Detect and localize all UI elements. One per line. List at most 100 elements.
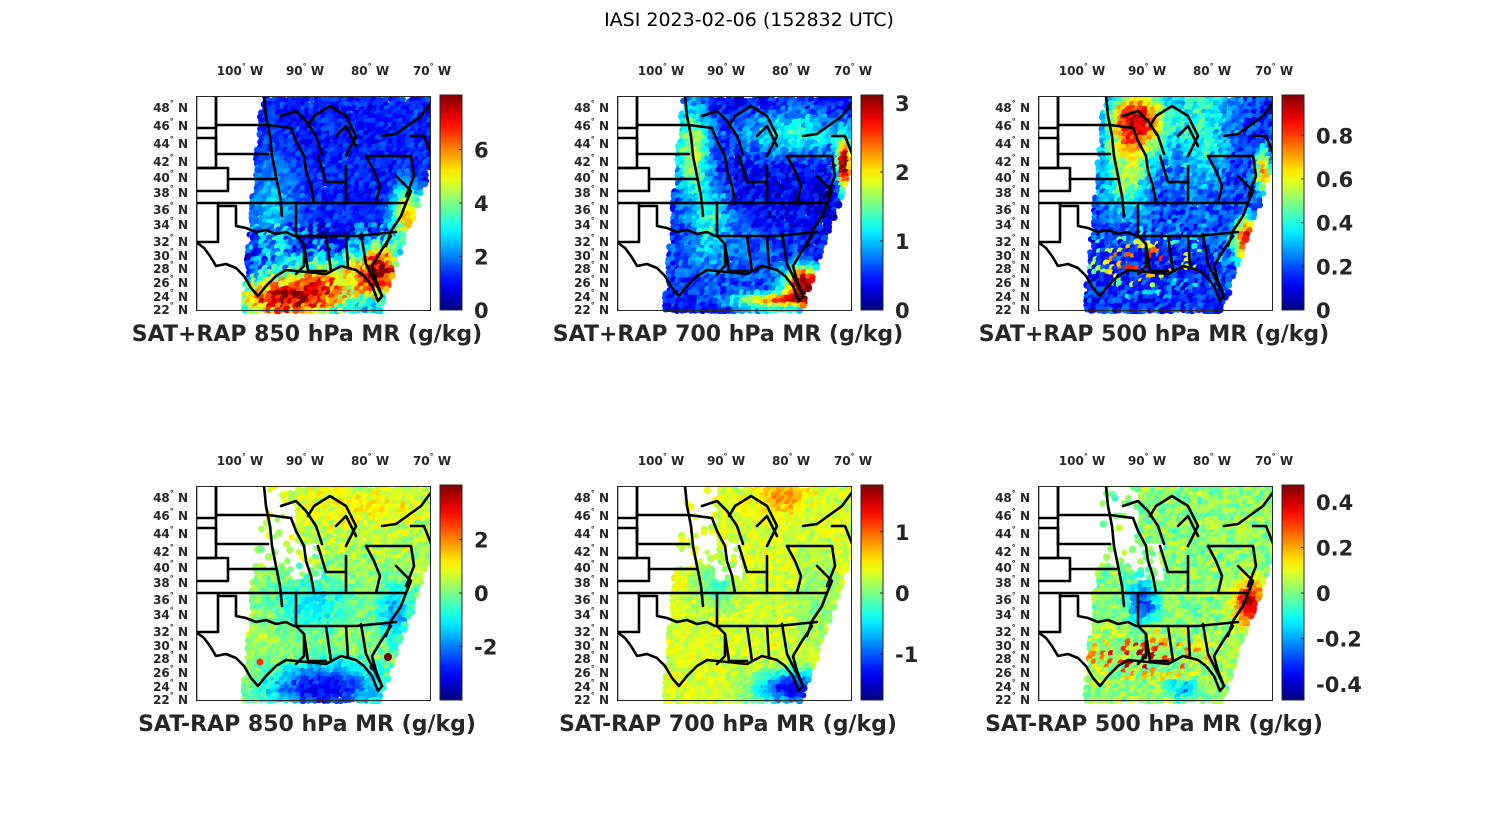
data-point <box>392 251 399 258</box>
map-frame <box>617 96 852 311</box>
data-point <box>791 188 799 197</box>
data-point <box>311 288 320 297</box>
data-point <box>812 134 819 141</box>
data-point <box>791 112 799 120</box>
data-point <box>421 180 428 188</box>
data-point <box>388 272 396 280</box>
data-point <box>775 256 782 263</box>
data-point <box>1268 163 1273 171</box>
lat-tick-label: 46° N <box>153 117 188 133</box>
data-point <box>241 290 247 297</box>
data-point <box>399 108 408 117</box>
lat-tick-label: 46° N <box>574 117 609 133</box>
data-point <box>837 193 845 201</box>
data-point <box>1250 125 1257 132</box>
data-point <box>408 141 417 150</box>
data-point <box>295 150 302 158</box>
data-point <box>1196 180 1203 188</box>
data-point <box>687 108 694 115</box>
data-point <box>826 159 833 166</box>
data-point <box>267 184 273 191</box>
data-point <box>257 306 264 313</box>
data-point <box>1187 96 1196 104</box>
lat-tick-label: 42° N <box>574 153 609 169</box>
data-point <box>413 176 420 183</box>
data-point <box>715 154 724 162</box>
lat-tick-label: 32° N <box>153 233 188 249</box>
lat-tick-label: 38° N <box>574 184 609 200</box>
lat-tick-label: 42° N <box>153 153 188 169</box>
colorbar-tick-label: 4 <box>474 192 489 216</box>
data-point <box>354 172 361 179</box>
data-point <box>308 96 315 103</box>
data-point <box>804 284 813 293</box>
lat-tick-label: 26° N <box>574 274 609 290</box>
data-point <box>707 235 715 242</box>
data-point <box>733 289 741 297</box>
data-point <box>681 180 690 188</box>
data-point <box>816 253 823 260</box>
data-point <box>1267 169 1273 176</box>
data-point <box>810 269 816 276</box>
panel-title: SAT+RAP 700 hPa MR (g/kg) <box>553 322 903 347</box>
lat-tick-label: 26° N <box>153 274 188 290</box>
data-point <box>703 117 710 124</box>
data-point <box>353 285 360 292</box>
panels: 100° W 90° W 80° W 70° W48° N46° N44° N42° … <box>132 62 1362 737</box>
panel-3: 100° W 90° W 80° W 70° W48° N46° N44° N42° … <box>979 62 1353 347</box>
data-point <box>799 302 807 309</box>
data-point <box>753 154 761 162</box>
data-point <box>266 209 273 217</box>
data-point <box>1255 163 1261 170</box>
data-point <box>1238 159 1244 166</box>
colorbar-tick-label: 1 <box>895 230 910 254</box>
data-point <box>728 142 736 149</box>
data-point <box>716 277 723 285</box>
data-point <box>362 171 369 179</box>
data-point <box>682 189 689 196</box>
lat-tick-label: 24° N <box>574 288 609 304</box>
data-point <box>695 238 702 246</box>
data-point <box>370 126 377 133</box>
data-point <box>354 214 361 221</box>
data-point <box>358 276 365 283</box>
data-point <box>337 205 345 212</box>
data-point <box>757 306 765 314</box>
data-point <box>378 280 386 288</box>
data-point <box>303 222 310 229</box>
colorbar-tick-label: 6 <box>474 139 489 163</box>
data-point <box>396 243 403 250</box>
map-frame <box>196 96 431 311</box>
data-point <box>416 184 423 191</box>
data-point <box>741 259 749 267</box>
data-point <box>257 138 265 146</box>
lat-tick-label: 22° N <box>574 301 609 317</box>
lon-tick-label: 70° W <box>834 62 872 78</box>
data-point <box>786 305 795 314</box>
figure-title: IASI 2023-02-06 (152832 UTC) <box>604 9 894 31</box>
data-point <box>1203 137 1212 146</box>
data-point <box>354 306 362 314</box>
colorbar-gradient <box>439 94 463 311</box>
data-point <box>749 146 757 154</box>
lat-tick-label: 34° N <box>153 216 188 232</box>
data-point <box>379 193 386 200</box>
data-point <box>299 185 306 192</box>
data-point <box>687 193 694 200</box>
data-point <box>809 164 816 171</box>
data-point <box>426 164 431 171</box>
data-point <box>400 234 407 241</box>
data-point <box>307 226 315 234</box>
data-point <box>1166 150 1174 158</box>
data-point <box>669 260 676 267</box>
lat-tick-label: 30° N <box>574 247 609 263</box>
colorbar-tick-label: 3 <box>895 92 910 116</box>
data-point <box>682 305 690 314</box>
data-point <box>716 218 724 225</box>
data-point <box>425 130 431 137</box>
colorbar-gradient <box>860 94 884 311</box>
data-point <box>1098 124 1107 133</box>
data-point <box>400 239 407 246</box>
